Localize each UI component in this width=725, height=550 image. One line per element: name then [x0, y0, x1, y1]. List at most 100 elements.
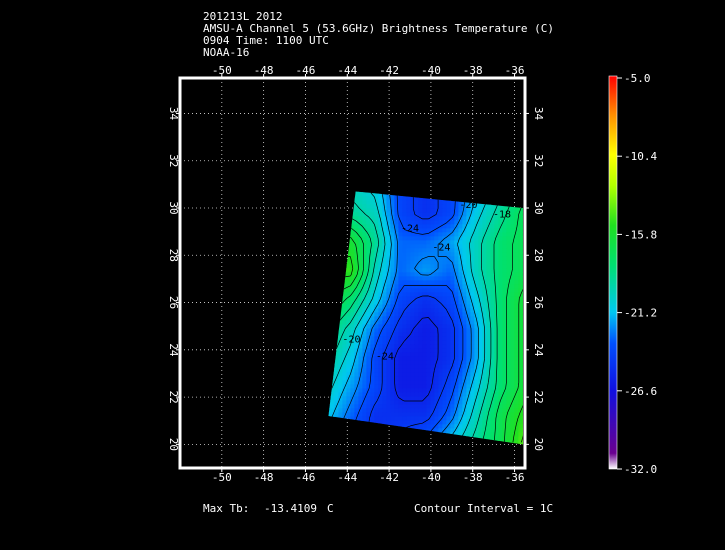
field-cell [378, 368, 383, 373]
field-cell [450, 312, 455, 317]
field-cell [458, 300, 463, 305]
field-cell [458, 200, 463, 205]
field-cell [354, 244, 359, 249]
field-cell [398, 368, 403, 373]
field-cell [506, 432, 511, 437]
field-cell [430, 288, 435, 293]
field-cell [446, 268, 451, 273]
field-cell [506, 196, 511, 201]
field-cell [342, 212, 347, 217]
field-cell [490, 372, 495, 377]
field-cell [394, 316, 399, 321]
field-cell [490, 196, 495, 201]
field-cell [328, 416, 331, 421]
field-cell [410, 196, 415, 201]
field-cell [478, 412, 483, 417]
field-cell [518, 236, 523, 241]
field-cell [370, 292, 375, 297]
field-cell [446, 224, 451, 229]
field-cell [410, 388, 415, 393]
field-cell [450, 376, 455, 381]
field-cell [394, 400, 399, 405]
field-cell [446, 376, 451, 381]
field-cell [510, 408, 515, 413]
field-cell [362, 316, 367, 321]
field-cell [458, 280, 463, 285]
field-cell [382, 280, 387, 285]
field-cell [378, 284, 383, 289]
field-cell [358, 196, 363, 201]
field-cell [430, 328, 435, 333]
field-cell [350, 416, 355, 421]
field-cell [418, 396, 423, 401]
field-cell [446, 320, 451, 325]
field-cell [502, 396, 507, 401]
field-cell [382, 191, 387, 193]
field-cell [406, 408, 411, 413]
field-cell [446, 280, 451, 285]
field-cell [358, 288, 363, 293]
field-cell [490, 404, 495, 409]
field-cell [350, 412, 355, 417]
field-cell [494, 208, 499, 213]
field-cell [350, 424, 355, 429]
field-cell [342, 228, 347, 233]
field-cell [438, 300, 443, 305]
field-cell [402, 388, 407, 393]
field-cell [350, 308, 355, 313]
field-cell [462, 384, 467, 389]
field-cell [518, 332, 523, 337]
field-cell [354, 240, 359, 245]
field-cell [422, 288, 427, 293]
field-cell [354, 232, 359, 237]
field-cell [378, 396, 383, 401]
field-cell [328, 348, 331, 353]
field-cell [342, 436, 347, 441]
field-cell [426, 264, 431, 269]
field-cell [386, 256, 391, 261]
field-cell [506, 300, 511, 305]
field-cell [474, 376, 479, 381]
field-cell [374, 332, 379, 337]
field-cell [354, 420, 359, 425]
field-cell [334, 332, 339, 337]
field-cell [510, 328, 515, 333]
field-cell [362, 200, 367, 205]
field-cell [490, 316, 495, 321]
field-cell [390, 396, 395, 401]
field-cell [430, 280, 435, 285]
field-cell [414, 376, 419, 381]
field-cell [474, 300, 479, 305]
field-cell [328, 191, 331, 193]
field-cell [342, 184, 347, 189]
field-cell [498, 420, 503, 425]
field-cell [406, 348, 411, 353]
field-cell [446, 344, 451, 349]
field-cell [398, 412, 403, 417]
field-cell [514, 368, 519, 373]
field-cell [350, 312, 355, 317]
field-cell [430, 412, 435, 417]
field-cell [510, 440, 515, 445]
field-cell [442, 292, 447, 297]
field-cell [398, 416, 403, 421]
field-cell [410, 276, 415, 281]
field-cell [418, 220, 423, 225]
field-cell [390, 388, 395, 393]
field-cell [346, 256, 351, 261]
field-cell [446, 200, 451, 205]
field-cell [402, 308, 407, 313]
field-cell [466, 184, 471, 189]
field-cell [382, 432, 387, 437]
field-cell [346, 272, 351, 277]
field-cell [326, 184, 331, 189]
field-cell [406, 284, 411, 289]
field-cell [410, 304, 415, 309]
field-cell [514, 200, 519, 205]
field-cell [454, 340, 459, 345]
field-cell [402, 252, 407, 257]
field-cell [442, 340, 447, 345]
field-cell [394, 256, 399, 261]
field-cell [386, 348, 391, 353]
field-cell [446, 412, 451, 417]
